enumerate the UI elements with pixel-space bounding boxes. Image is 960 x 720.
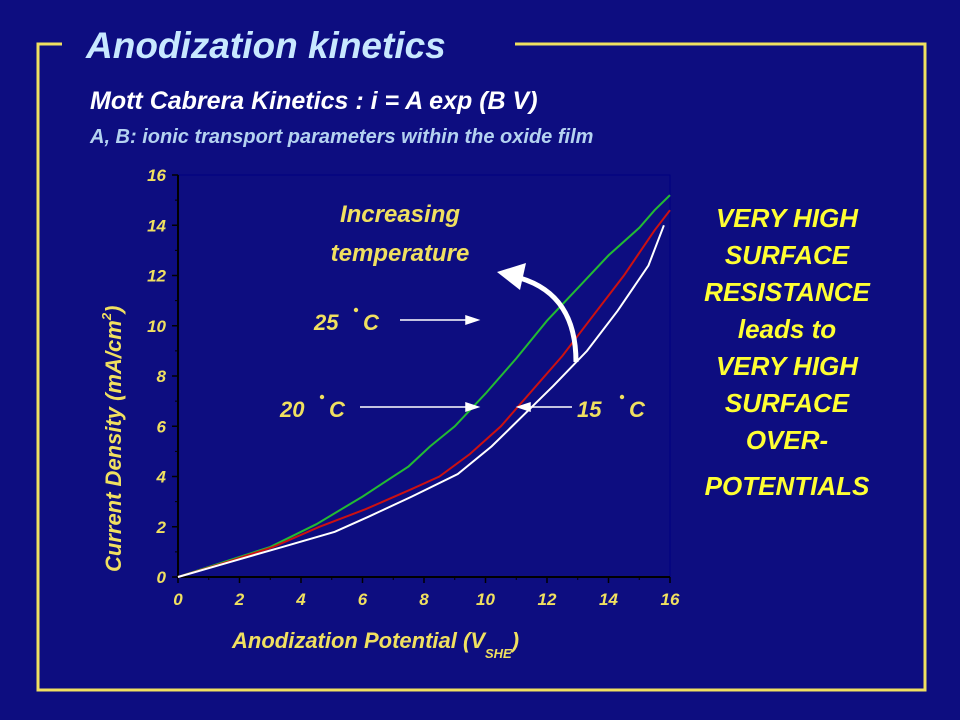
y-axis-title: Current Density (mA/cm2) [99,306,126,572]
series-label-15-num: 15 [577,397,602,422]
x-tick-label: 4 [295,590,306,609]
x-axis-title-close: ) [510,628,519,653]
side-note-line: OVER- [746,425,828,455]
y-tick-labels: 0 2 4 6 8 10 12 14 16 [147,166,166,587]
pointer-25-arrowhead [465,314,481,326]
series-label-20-num: 20 [279,397,305,422]
y-tick-label: 14 [147,216,166,235]
series-line-15 [177,224,665,578]
y-tick-label: 0 [157,568,167,587]
series-label-20: 20 C [279,394,346,422]
x-tick-label: 10 [476,590,495,609]
series-label-15-unit: C [629,397,646,422]
side-note-line: RESISTANCE [704,277,870,307]
y-axis-title-main: Current Density (mA/cm [101,320,126,572]
side-note-line: SURFACE [725,388,850,418]
increasing-temperature-label-line2: temperature [331,240,470,267]
increasing-temperature-arc [519,275,579,363]
chart-axes [172,174,671,583]
side-note-line: POTENTIALS [705,471,870,501]
series-line-20 [177,209,671,578]
x-axis-title-main: Anodization Potential (V [231,628,487,653]
series-label-15: 15 C [577,394,646,422]
x-tick-label: 8 [419,590,429,609]
x-tick-label: 16 [661,590,680,609]
x-tick-label: 14 [599,590,618,609]
y-axis-title-close: ) [101,306,126,315]
y-tick-label: 12 [147,267,166,286]
pointer-15-arrowhead [515,401,531,413]
slide-title: Anodization kinetics [85,25,446,66]
side-note-line: SURFACE [725,240,850,270]
y-tick-label: 8 [157,367,167,386]
series-label-25: 25 C [313,307,380,335]
series-label-25-num: 25 [313,310,339,335]
degree-icon [353,307,359,313]
increasing-temperature-label-line1: Increasing [340,201,460,228]
side-note: VERY HIGH SURFACE RESISTANCE leads to VE… [704,203,870,501]
y-tick-label: 16 [147,166,166,185]
plot-area [177,174,671,578]
slide-subtitle: Mott Cabrera Kinetics : i = A exp (B V) [90,87,538,115]
x-tick-label: 6 [358,590,368,609]
series-label-25-unit: C [363,310,380,335]
degree-icon [619,394,625,400]
y-axis-title-sup: 2 [99,312,114,321]
x-axis-title-sub: SHE [485,646,512,661]
slide-caption: A, B: ionic transport parameters within … [89,126,593,148]
side-note-line: VERY HIGH [716,203,859,233]
series-label-20-unit: C [329,397,346,422]
side-note-line: leads to [738,314,836,344]
x-tick-label: 2 [234,590,245,609]
label-pointers [360,314,572,413]
side-note-line: VERY HIGH [716,351,859,381]
pointer-20-arrowhead [465,401,481,413]
x-tick-labels: 0 2 4 6 8 10 12 14 16 [173,590,680,609]
slide-frame [36,42,927,692]
x-tick-label: 12 [538,590,557,609]
y-tick-label: 6 [157,417,167,436]
degree-icon [319,394,325,400]
x-tick-label: 0 [173,590,183,609]
increasing-temperature-arrowhead [497,263,526,290]
y-tick-label: 2 [156,518,167,537]
y-tick-label: 10 [147,317,166,336]
x-axis-title: Anodization Potential (VSHE) [231,628,519,661]
y-tick-label: 4 [156,468,167,487]
